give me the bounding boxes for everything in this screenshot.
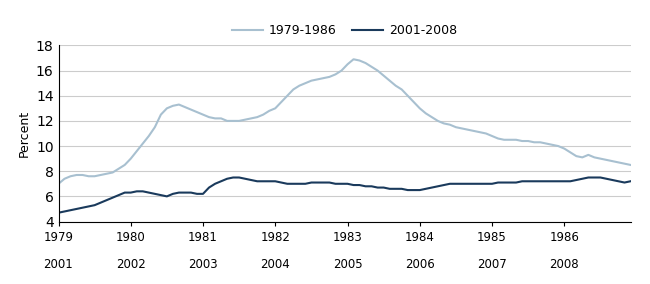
2001-2008	[627, 179, 634, 183]
1979-1986	[368, 65, 376, 68]
Y-axis label: Percent: Percent	[18, 110, 31, 157]
2001-2008	[133, 190, 140, 193]
1979-1986	[302, 82, 309, 85]
1979-1986	[217, 117, 225, 120]
Text: 2006: 2006	[405, 258, 435, 272]
Text: 2004: 2004	[261, 258, 290, 272]
1979-1986	[584, 153, 592, 156]
1979-1986	[344, 62, 352, 66]
2001-2008	[307, 181, 315, 184]
1979-1986	[627, 163, 634, 167]
2001-2008	[229, 176, 237, 179]
Text: 2007: 2007	[477, 258, 507, 272]
2001-2008	[350, 183, 358, 187]
Line: 1979-1986: 1979-1986	[58, 59, 630, 184]
1979-1986	[350, 58, 358, 61]
2001-2008	[368, 185, 376, 188]
2001-2008	[217, 179, 225, 183]
Legend: 1979-1986, 2001-2008: 1979-1986, 2001-2008	[227, 19, 462, 42]
Text: 2002: 2002	[116, 258, 146, 272]
1979-1986	[133, 149, 140, 153]
Text: 2008: 2008	[549, 258, 579, 272]
Text: 2005: 2005	[333, 258, 362, 272]
Text: 2003: 2003	[188, 258, 218, 272]
1979-1986	[55, 182, 62, 185]
2001-2008	[55, 211, 62, 214]
Line: 2001-2008: 2001-2008	[58, 178, 630, 213]
Text: 2001: 2001	[44, 258, 73, 272]
2001-2008	[584, 176, 592, 179]
